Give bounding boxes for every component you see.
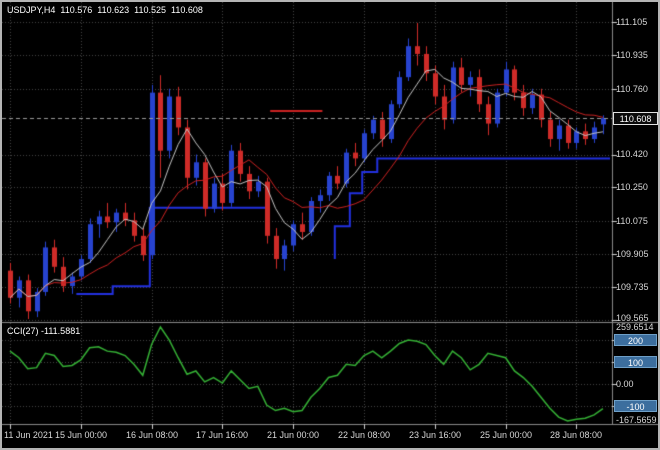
price-axis-label: 111.105 <box>616 17 648 27</box>
time-axis-label: 28 Jun 08:00 <box>549 430 603 440</box>
time-axis-label: 23 Jun 16:00 <box>408 430 462 440</box>
current-price-badge: 110.608 <box>613 112 658 125</box>
price-axis-label: 110.250 <box>616 182 648 192</box>
time-axis-label: 17 Jun 16:00 <box>195 430 249 440</box>
time-axis-label: 21 Jun 00:00 <box>266 430 320 440</box>
symbol-period-label: USDJPY,H4 <box>7 5 56 15</box>
price-axis-label: 110.760 <box>616 84 648 94</box>
time-axis-label: 25 Jun 00:00 <box>479 430 533 440</box>
ohlc-open: 110.576 <box>60 5 93 15</box>
time-axis-label: 11 Jun 2021 <box>4 430 53 440</box>
ohlc-low: 110.525 <box>134 5 166 15</box>
price-axis-label: 110.935 <box>616 50 648 60</box>
time-axis-label: 15 Jun 00:00 <box>54 430 108 440</box>
price-axis-label: 109.565 <box>616 313 649 323</box>
price-axis-label: 110.075 <box>616 216 648 226</box>
price-axis-label: 109.905 <box>616 249 649 259</box>
ohlc-close: 110.608 <box>170 5 203 15</box>
ohlc-high: 110.623 <box>97 5 130 15</box>
price-axis-label: 109.735 <box>616 282 649 292</box>
cci-level-badge-200: 200 <box>614 334 657 346</box>
cci-max-label: 259.6514 <box>616 322 654 332</box>
cci-level-label-zero: 0.00 <box>616 379 634 389</box>
time-axis-label: 22 Jun 08:00 <box>337 430 391 440</box>
time-axis-label: 16 Jun 08:00 <box>125 430 179 440</box>
symbol-ohlc-label: USDJPY,H4 110.576 110.623 110.525 110.608 <box>7 5 208 15</box>
price-axis-label: 110.420 <box>616 149 648 159</box>
cci-min-label: -167.5659 <box>616 415 657 425</box>
cci-level-badge-neg100: -100 <box>614 400 657 412</box>
cci-level-badge-100: 100 <box>614 356 657 368</box>
cci-indicator-label: CCI(27) -111.5881 <box>7 326 81 336</box>
